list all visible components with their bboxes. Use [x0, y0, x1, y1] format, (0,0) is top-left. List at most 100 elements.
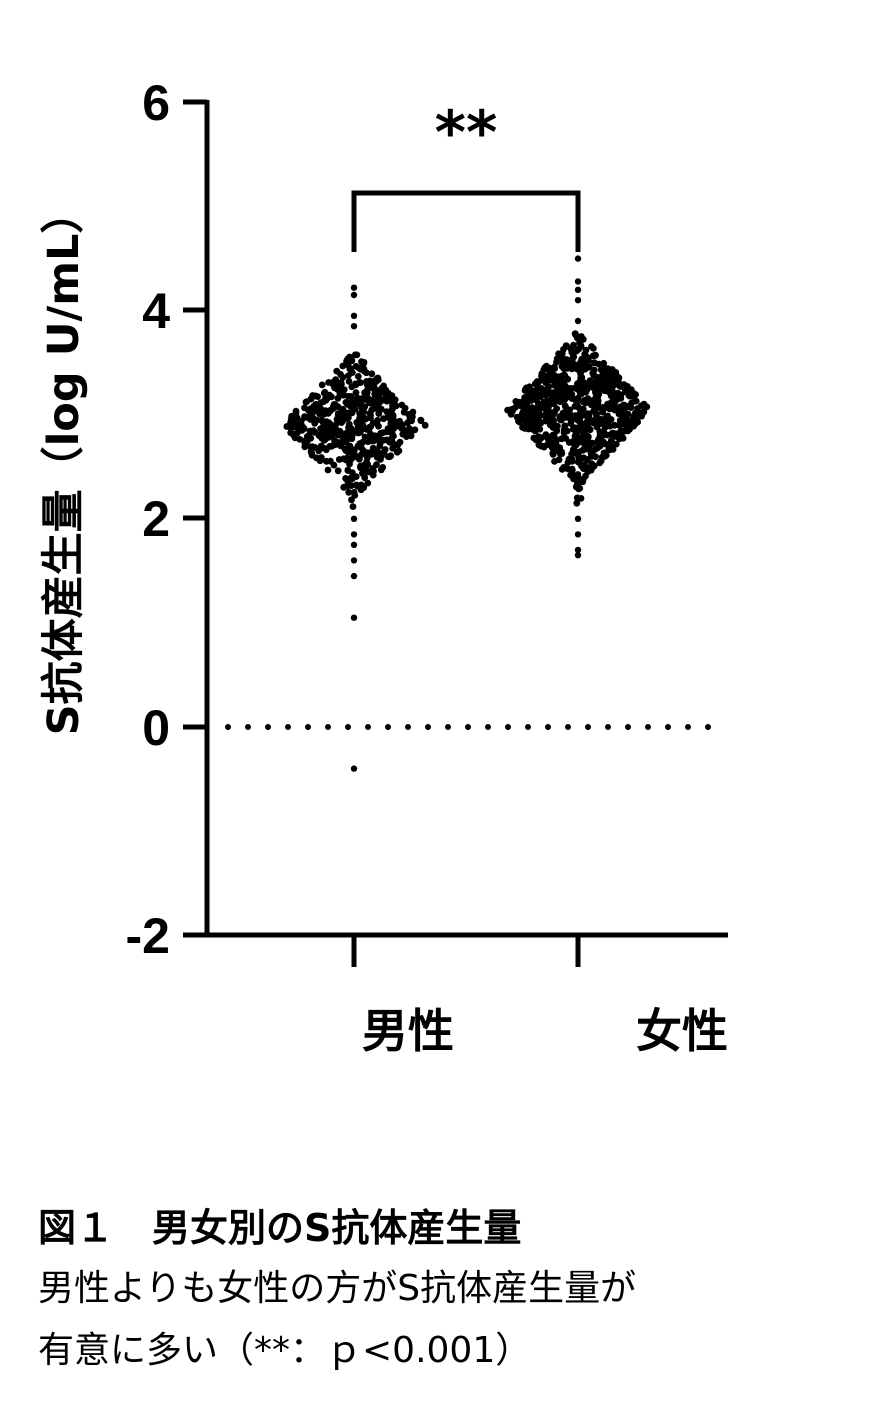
data-point — [315, 447, 323, 455]
data-point — [576, 339, 583, 346]
data-point — [592, 453, 599, 461]
data-point — [324, 466, 332, 474]
data-point — [628, 389, 635, 397]
data-point — [331, 437, 339, 444]
data-point — [624, 427, 632, 435]
data-point — [556, 393, 564, 401]
data-point — [361, 474, 369, 482]
y-tick-label: 2 — [142, 491, 170, 547]
data-point — [371, 390, 379, 398]
data-point — [612, 391, 620, 399]
data-point — [308, 414, 316, 421]
data-point — [387, 452, 395, 460]
data-point — [549, 451, 557, 458]
data-point — [381, 396, 389, 403]
data-point — [543, 409, 550, 416]
data-point — [524, 424, 531, 432]
data-point-outlier — [574, 515, 582, 522]
caption-line-1: 男性よりも女性の方がS抗体産生量が — [38, 1268, 637, 1309]
data-point — [287, 421, 295, 429]
data-point — [591, 405, 599, 413]
data-point — [363, 449, 371, 457]
y-axis: 6 4 2 0 -2 — [126, 75, 210, 964]
x-category-label-female: 女性 — [636, 1004, 728, 1058]
data-point — [384, 425, 392, 432]
data-point — [377, 405, 385, 413]
data-point — [574, 481, 582, 489]
data-point — [393, 448, 401, 456]
data-point — [518, 401, 525, 409]
series-female — [504, 255, 651, 559]
caption-line-2: 有意に多い（**：ｐ<0.001） — [38, 1330, 532, 1371]
data-point — [298, 421, 305, 429]
data-point — [582, 385, 590, 393]
data-point — [330, 461, 338, 469]
data-point — [384, 389, 392, 397]
data-point — [291, 434, 299, 442]
data-point — [354, 482, 361, 490]
data-point — [540, 442, 547, 450]
data-point — [345, 414, 352, 422]
data-point — [594, 438, 601, 446]
data-point — [371, 401, 379, 409]
data-point — [570, 447, 578, 455]
data-point — [606, 446, 614, 454]
data-point — [366, 381, 374, 389]
data-point — [524, 388, 532, 396]
data-point — [531, 414, 538, 422]
data-point-outlier — [350, 541, 358, 548]
data-point — [590, 371, 598, 379]
data-point — [378, 452, 385, 460]
data-point — [529, 394, 537, 402]
data-point — [390, 425, 397, 433]
data-point — [611, 406, 619, 414]
data-point — [616, 431, 623, 439]
data-point — [553, 358, 560, 366]
data-point — [581, 350, 589, 358]
data-point — [616, 421, 624, 428]
data-point — [558, 466, 566, 473]
data-point — [575, 345, 582, 353]
data-point — [364, 479, 372, 487]
data-point — [335, 431, 342, 439]
data-point — [563, 342, 571, 350]
data-point — [573, 494, 581, 502]
data-point — [573, 499, 581, 507]
data-point — [361, 389, 368, 397]
data-point — [565, 455, 573, 463]
data-point — [348, 475, 356, 483]
data-point — [573, 427, 581, 435]
data-point — [616, 383, 624, 390]
data-point-outlier — [574, 546, 582, 554]
data-point — [323, 418, 330, 425]
data-point — [340, 386, 348, 393]
data-point — [307, 395, 315, 403]
data-point — [544, 372, 552, 379]
data-point-outlier — [350, 557, 358, 564]
data-point — [371, 377, 379, 385]
data-point — [360, 408, 368, 416]
data-point — [574, 394, 582, 402]
data-point — [374, 417, 381, 424]
data-point — [538, 370, 546, 378]
data-point — [611, 399, 619, 406]
data-point — [323, 395, 331, 402]
data-point — [311, 419, 319, 427]
data-point — [345, 424, 352, 431]
data-point — [364, 394, 371, 402]
data-point — [342, 438, 349, 446]
data-point — [357, 395, 365, 403]
data-point-outlier — [350, 291, 358, 299]
data-point — [368, 434, 376, 442]
data-point — [531, 380, 539, 388]
data-point — [337, 442, 345, 450]
data-point — [627, 404, 635, 411]
data-point — [554, 422, 561, 430]
data-point — [417, 417, 425, 425]
data-point — [354, 373, 362, 380]
data-point — [348, 369, 356, 376]
data-point-outlier — [350, 614, 358, 621]
data-point — [570, 353, 578, 361]
data-point — [579, 435, 587, 443]
data-point-outlier — [574, 297, 582, 304]
